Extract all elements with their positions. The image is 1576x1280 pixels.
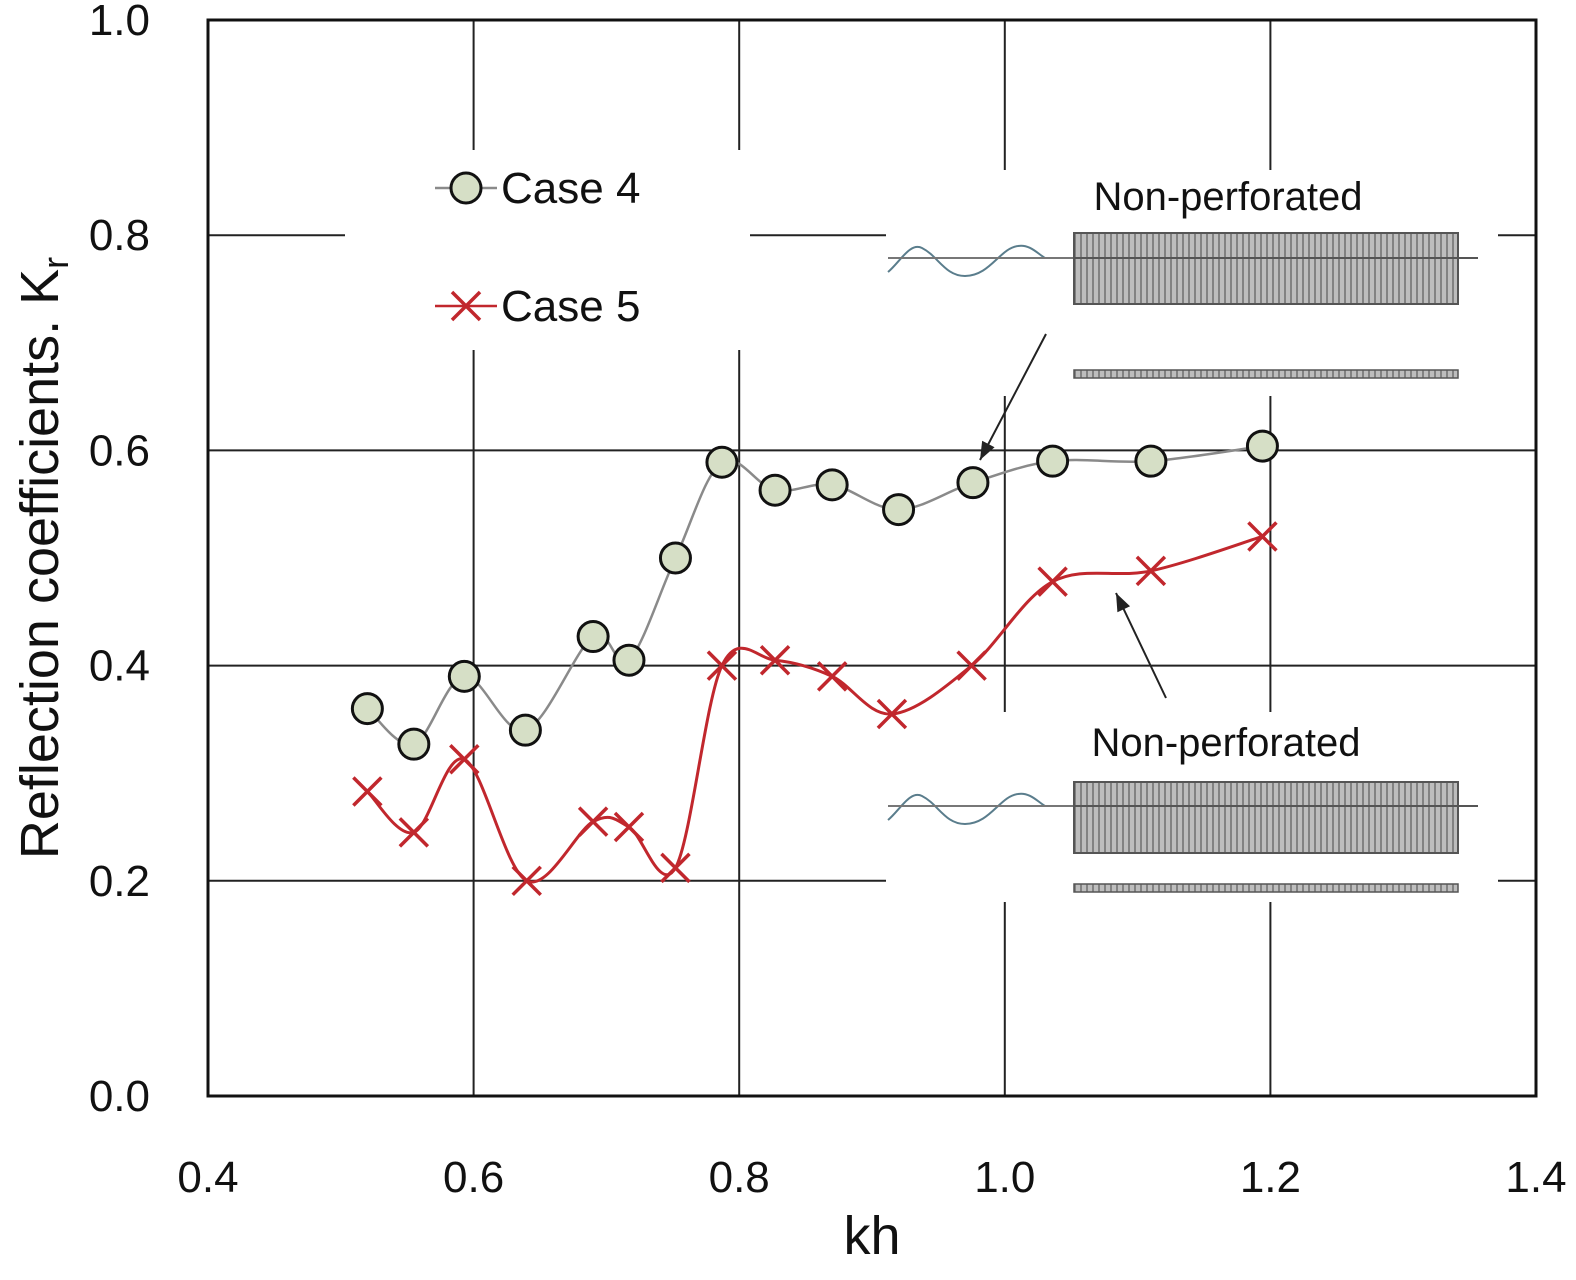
series-line — [366, 444, 1263, 746]
data-point — [658, 541, 692, 575]
data-point — [397, 727, 431, 761]
data-point — [1247, 521, 1278, 552]
y-axis-title: Reflection coefficients. Kr — [10, 257, 76, 859]
data-series — [350, 429, 1279, 897]
data-point — [705, 445, 739, 479]
data-point — [511, 865, 542, 897]
data-point — [1245, 429, 1279, 463]
data-point — [613, 811, 645, 843]
legend-label: Case 4 — [501, 164, 640, 213]
data-point — [1037, 566, 1068, 597]
x-tick-label: 0.8 — [709, 1153, 770, 1202]
data-point — [508, 713, 542, 747]
x-tick-label: 0.6 — [443, 1153, 504, 1202]
data-point — [398, 817, 430, 848]
data-point — [1135, 555, 1167, 587]
x-axis-title: kh — [843, 1206, 900, 1266]
data-point — [882, 493, 916, 527]
plot-frame — [206, 18, 1538, 1098]
data-point — [876, 698, 908, 730]
series-line — [366, 535, 1263, 884]
y-axis-title-subscript: r — [35, 257, 76, 269]
data-point — [758, 473, 792, 507]
data-point — [1134, 444, 1168, 478]
legend-background — [345, 150, 750, 350]
x-tick-label: 0.4 — [177, 1153, 238, 1202]
lower-structure-block — [1073, 781, 1459, 854]
y-tick-label: 0.4 — [89, 642, 150, 691]
y-tick-label: 1.0 — [89, 0, 150, 45]
legend-marker-circle — [449, 171, 483, 205]
y-tick-label: 0.8 — [89, 211, 150, 260]
data-point — [352, 776, 383, 807]
legend-label: Case 5 — [501, 282, 640, 331]
annotation-lower-label: Non-perforated — [1091, 721, 1360, 765]
series-1 — [350, 429, 1279, 761]
data-point — [759, 644, 791, 676]
lower-structure-plate — [1073, 883, 1459, 893]
data-point — [956, 466, 990, 500]
y-tick-label: 0.2 — [89, 857, 150, 906]
data-point — [956, 650, 987, 681]
y-axis-title-main: Reflection coefficients. K — [10, 269, 70, 859]
data-point — [660, 852, 691, 884]
series-2 — [352, 521, 1278, 897]
data-point — [816, 661, 848, 692]
data-point — [706, 650, 738, 681]
data-point — [576, 620, 610, 654]
upper-structure-wave-icon — [887, 244, 1046, 278]
upper-structure-block — [1073, 232, 1459, 305]
data-point — [612, 643, 646, 677]
annotation-upper-arrow-head — [980, 440, 995, 460]
annotation-lower-arrow-head — [1116, 593, 1131, 613]
annotation-upper-arrow — [979, 333, 1047, 461]
y-tick-labels: 0.0 0.2 0.4 0.6 0.8 1.0 — [89, 0, 150, 1121]
data-point — [350, 692, 384, 726]
y-tick-label: 0.0 — [89, 1072, 150, 1121]
legend: Case 4 Case 5 — [435, 164, 640, 331]
data-point — [1036, 444, 1070, 478]
data-point — [815, 468, 849, 502]
data-point — [449, 743, 480, 775]
annotation-lower-arrow — [1115, 592, 1167, 699]
legend-marker-x — [450, 290, 482, 322]
annotation-upper-label: Non-perforated — [1093, 175, 1362, 219]
data-point — [447, 659, 481, 693]
annotations: Non-perforated Non-perforated — [979, 175, 1363, 765]
x-tick-labels: 0.4 0.6 0.8 1.0 1.2 1.4 — [177, 1153, 1566, 1202]
data-point — [577, 806, 609, 837]
structure-diagrams — [887, 232, 1478, 893]
x-tick-label: 1.2 — [1240, 1153, 1301, 1202]
y-tick-label: 0.6 — [89, 426, 150, 475]
lower-structure-wave-icon — [887, 792, 1046, 826]
x-tick-label: 1.0 — [974, 1153, 1035, 1202]
upper-structure-plate — [1073, 369, 1459, 379]
x-tick-label: 1.4 — [1505, 1153, 1566, 1202]
